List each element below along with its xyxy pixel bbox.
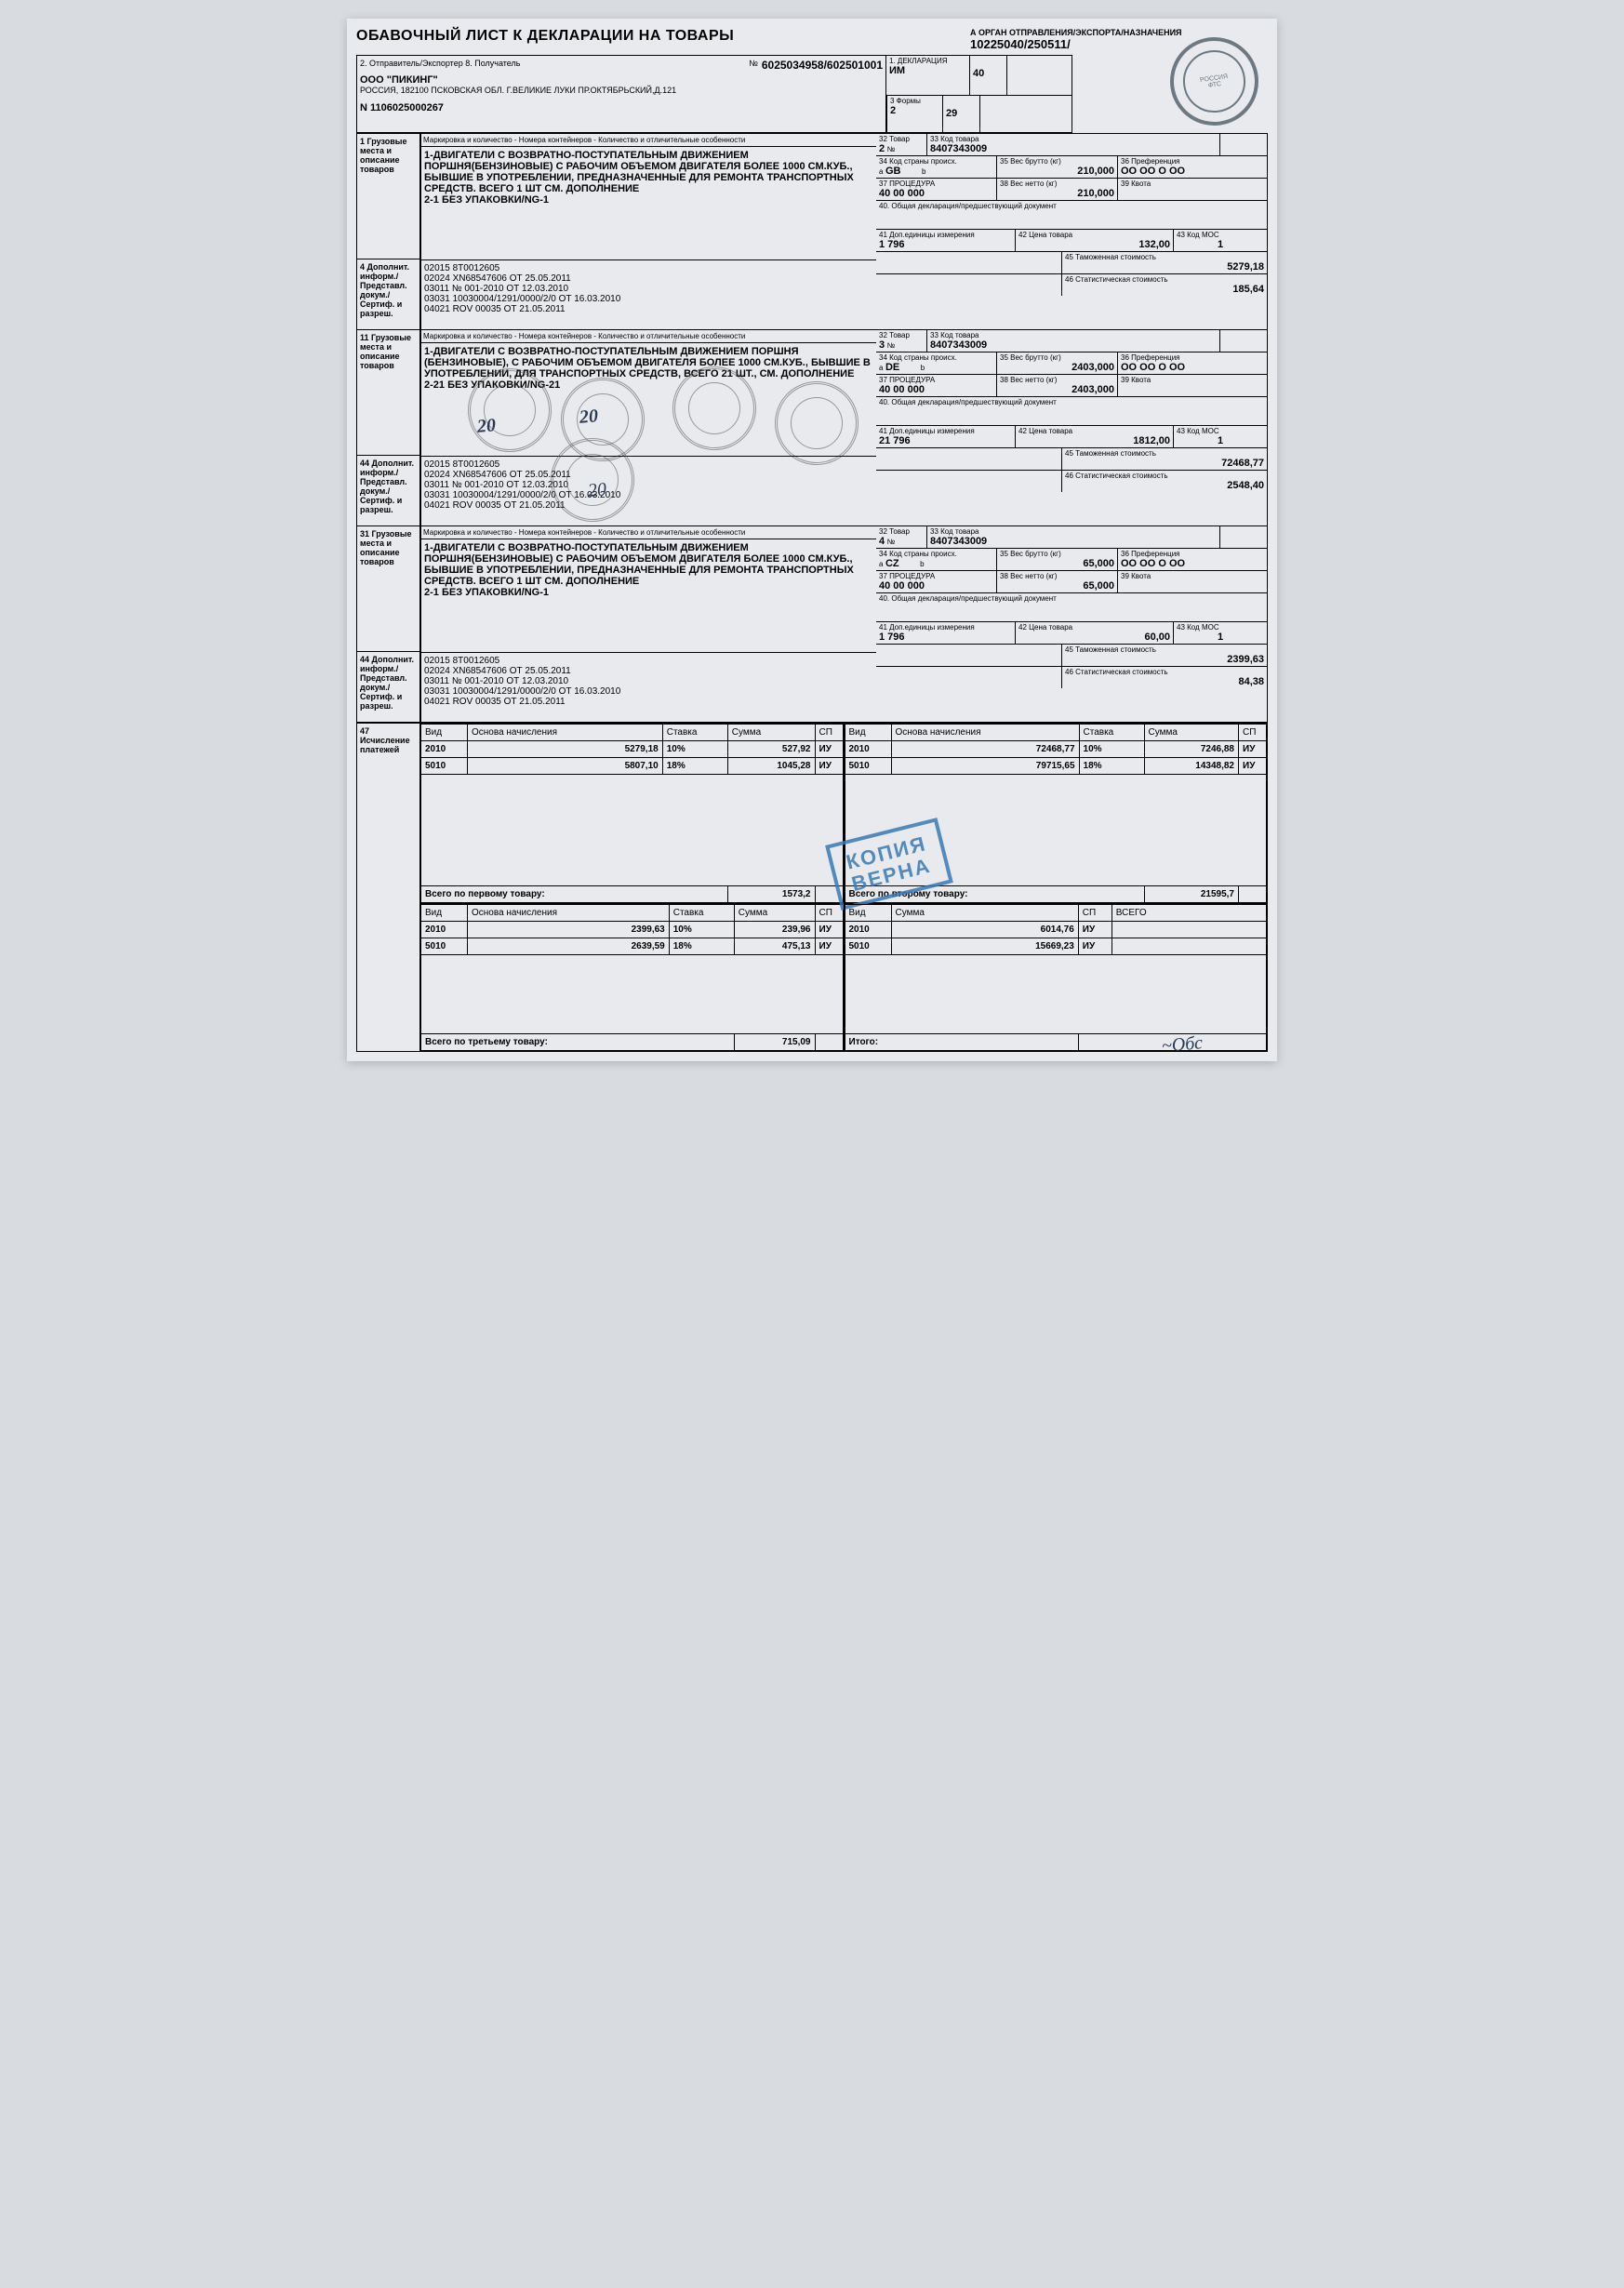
page-title: ОБАВОЧНЫЙ ЛИСТ К ДЕКЛАРАЦИИ НА ТОВАРЫ [356, 28, 970, 45]
goods-mark-label: Маркировка и количество - Номера контейн… [421, 134, 876, 147]
exporter-addr: РОССИЯ, 182100 ПСКОВСКАЯ ОБЛ. Г.ВЕЛИКИЕ … [360, 86, 883, 95]
side-label-docs: 4 Дополнит. информ./ Представл. докум./ … [357, 259, 420, 329]
side-label-goods: 11 Грузовые места и описание товаров [357, 330, 420, 456]
goods-description: 1-ДВИГАТЕЛИ С ВОЗВРАТНО-ПОСТУПАТЕЛЬНЫМ Д… [421, 147, 876, 259]
customs-declaration-page: РОССИЯФТС ОБАВОЧНЫЙ ЛИСТ К ДЕКЛАРАЦИИ НА… [347, 19, 1277, 1061]
exporter-box: 2. Отправитель/Экспортер 8. Получатель №… [356, 55, 886, 133]
side-label-47: 47 Исчисление платежей [357, 724, 420, 1051]
goods-mark-label: Маркировка и количество - Номера контейн… [421, 526, 876, 539]
goods-block-3: 31 Грузовые места и описание товаров 44 … [356, 526, 1268, 723]
side-label-docs: 44 Дополнит. информ./ Представл. докум./… [357, 456, 420, 525]
side-label-goods: 1 Грузовые места и описание товаров [357, 134, 420, 259]
goods-block-1: 1 Грузовые места и описание товаров 4 До… [356, 133, 1268, 330]
signature: ~Обс [1161, 1032, 1204, 1058]
calc-table-3: ВидОснова начисленияСтавкаСуммаСП2010239… [420, 904, 844, 1051]
goods-description: 1-ДВИГАТЕЛИ С ВОЗВРАТНО-ПОСТУПАТЕЛЬНЫМ Д… [421, 343, 876, 456]
side-label-goods: 31 Грузовые места и описание товаров [357, 526, 420, 652]
num-sign: № [749, 59, 758, 72]
organ-label: А ОРГАН ОТПРАВЛЕНИЯ/ЭКСПОРТА/НАЗНАЧЕНИЯ [970, 28, 1268, 37]
calc-table-4: ВидСуммаСПВСЕГО20106014,76ИУ501015669,23… [844, 904, 1268, 1051]
exporter-num: 6025034958/602501001 [762, 59, 883, 72]
goods-mark-label: Маркировка и количество - Номера контейн… [421, 330, 876, 343]
forms-label: 3 Формы [890, 97, 939, 105]
forms-v1: 2 [890, 105, 896, 116]
goods-docs: 02015 8Т001260502024 XN68547606 ОТ 25.05… [421, 652, 876, 722]
decl-v1: ИМ [889, 65, 905, 76]
exporter-label: 2. Отправитель/Экспортер 8. Получатель [360, 59, 520, 72]
goods-description: 1-ДВИГАТЕЛИ С ВОЗВРАТНО-ПОСТУПАТЕЛЬНЫМ Д… [421, 539, 876, 652]
goods-docs: 02015 8Т001260502024 XN68547606 ОТ 25.05… [421, 456, 876, 525]
decl-v2: 40 [973, 68, 984, 79]
side-label-docs: 44 Дополнит. информ./ Представл. докум./… [357, 652, 420, 722]
decl-label: 1. ДЕКЛАРАЦИЯ [889, 57, 966, 65]
goods-docs: 02015 8Т001260502024 XN68547606 ОТ 25.05… [421, 259, 876, 329]
forms-v2: 29 [946, 108, 957, 119]
exporter-name: ООО "ПИКИНГ" [360, 74, 883, 86]
exporter-inn: N 1106025000267 [360, 102, 883, 113]
calc-table-1: ВидОснова начисленияСтавкаСуммаСП2010527… [420, 724, 844, 903]
goods-block-2: 11 Грузовые места и описание товаров 44 … [356, 330, 1268, 526]
